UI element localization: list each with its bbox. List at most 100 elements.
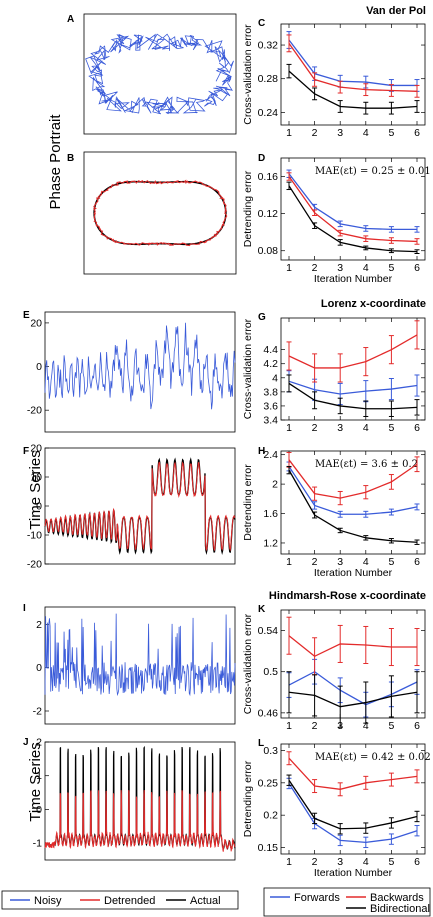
series-backwards — [286, 320, 420, 383]
panel-k: 0.460.50.54123456Cross-validation error — [242, 609, 426, 732]
legend-left-box — [1, 890, 239, 910]
x-tick-label: 1 — [286, 556, 292, 568]
series-backwards — [286, 172, 420, 245]
y-axis-label: Detrending error — [242, 464, 254, 541]
x-tick-label: 5 — [388, 856, 394, 868]
series-backwards — [286, 34, 420, 98]
panel-letter-l: L — [258, 738, 264, 749]
series-line — [288, 459, 418, 499]
legend-label-noisy: Noisy — [34, 895, 62, 907]
series-line — [288, 757, 418, 790]
series-forwards — [286, 461, 420, 518]
series-line — [288, 635, 417, 658]
y-tick-label: 0.28 — [258, 73, 279, 85]
x-tick-label: 6 — [414, 720, 420, 732]
y-tick-label: 0.32 — [258, 40, 279, 52]
x-tick-label: 4 — [363, 127, 369, 139]
y-tick-label: 0.5 — [263, 666, 278, 678]
detrended-trajectory — [93, 179, 228, 247]
panel-letters: A B C D E F G H I J K L — [23, 14, 266, 749]
x-tick-label: 3 — [337, 262, 343, 274]
x-tick-label: 2 — [312, 556, 318, 568]
y-tick-label: 3.4 — [263, 415, 278, 427]
y-tick-label: -10 — [27, 530, 42, 542]
plot-frame — [280, 317, 426, 421]
panel-e: -20 0 20 — [27, 311, 236, 433]
row-label-time-series-hr: Time Series — [27, 742, 44, 821]
series-line — [288, 176, 418, 243]
series-line — [288, 173, 417, 231]
panel-letter-j: J — [23, 737, 29, 748]
panel-j: -1 0 1 2 — [33, 737, 236, 861]
legend-label-detrended: Detrended — [104, 895, 155, 907]
row-label-time-series-lorenz: Time Series — [27, 450, 44, 529]
plot-frame — [44, 311, 236, 433]
plot-frame — [280, 450, 426, 555]
panel-letter-g: G — [258, 312, 266, 323]
x-tick-label: 5 — [388, 127, 394, 139]
series-forwards — [286, 169, 420, 233]
series-bidirectional — [286, 374, 420, 417]
detrended-signal — [44, 461, 236, 552]
series-backwards — [286, 616, 420, 676]
mae-annotation: MAE(εt) = 0.42 ± 0.02 — [315, 752, 431, 763]
plot-frame — [280, 609, 426, 719]
x-tick-label: 3 — [337, 127, 343, 139]
series-bidirectional — [286, 465, 420, 545]
y-tick-label: 0 — [36, 804, 42, 816]
legend-left: Noisy Detrended Actual — [1, 890, 239, 910]
y-tick-label: 0.46 — [258, 707, 279, 719]
y-tick-label: 1.6 — [263, 508, 278, 520]
panel-g: 3.4 3.6 3.8 4 4.2 4.4 1 2 3 4 5 6 Cross-validation e… — [242, 317, 426, 434]
series-line — [288, 779, 418, 830]
y-tick-label: 0.15 — [258, 842, 279, 854]
x-tick-label: 6 — [414, 422, 420, 434]
y-tick-label: 20 — [30, 317, 42, 329]
y-tick-label: 0.16 — [258, 171, 279, 183]
panel-letter-i: I — [23, 603, 26, 614]
series-bidirectional — [286, 774, 420, 835]
y-axis-label: Cross-validation error — [242, 24, 254, 125]
x-tick-label: 3 — [337, 856, 343, 868]
y-tick-label: 4.2 — [263, 358, 278, 370]
panel-letter-b: B — [67, 153, 74, 164]
y-tick-label: 0 — [36, 662, 42, 674]
x-tick-label: 2 — [312, 127, 318, 139]
y-axis-label: Cross-validation error — [242, 318, 254, 419]
series-backwards — [286, 751, 420, 797]
y-tick-label: 0.25 — [258, 777, 279, 789]
series-line — [288, 334, 418, 369]
series-line — [288, 466, 418, 515]
series-line — [288, 380, 418, 395]
x-tick-label: 1 — [286, 262, 292, 274]
noisy-trajectory — [85, 33, 234, 115]
plot-frame — [83, 13, 237, 135]
x-tick-label: 6 — [414, 127, 420, 139]
x-tick-label: 5 — [388, 422, 394, 434]
y-axis-label: Detrending error — [242, 170, 254, 247]
panel-a — [83, 13, 237, 135]
panel-letter-h: H — [258, 446, 265, 457]
y-tick-label: 2 — [272, 479, 278, 491]
series-line — [288, 783, 418, 844]
series-bidirectional — [286, 63, 420, 115]
legend-label-backwards: Backwards — [370, 892, 424, 904]
x-tick-label: 1 — [286, 127, 292, 139]
panel-h: 1.2 1.6 2 2.4 1 2 3 4 5 6 Detrending error Iteratio… — [242, 449, 426, 579]
detrended-signal — [44, 790, 236, 852]
x-tick-label: 2 — [312, 856, 318, 868]
y-tick-label: 0.3 — [263, 745, 278, 757]
x-tick-label: 4 — [363, 422, 369, 434]
section-title-hindmarsh-rose: Hindmarsh-Rose x-coordinate — [269, 590, 426, 602]
legend-right-box — [263, 887, 431, 917]
x-tick-label: 4 — [363, 556, 369, 568]
y-tick-label: 1 — [36, 770, 42, 782]
y-tick-label: 0.2 — [263, 810, 278, 822]
series-line — [288, 39, 417, 87]
y-tick-label: -2 — [33, 706, 42, 718]
y-tick-label: 0 — [36, 361, 42, 373]
y-tick-label: 4.4 — [263, 344, 278, 356]
series-line — [288, 42, 418, 92]
x-tick-label: 3 — [337, 422, 343, 434]
y-axis-label: Detrending error — [242, 760, 254, 837]
